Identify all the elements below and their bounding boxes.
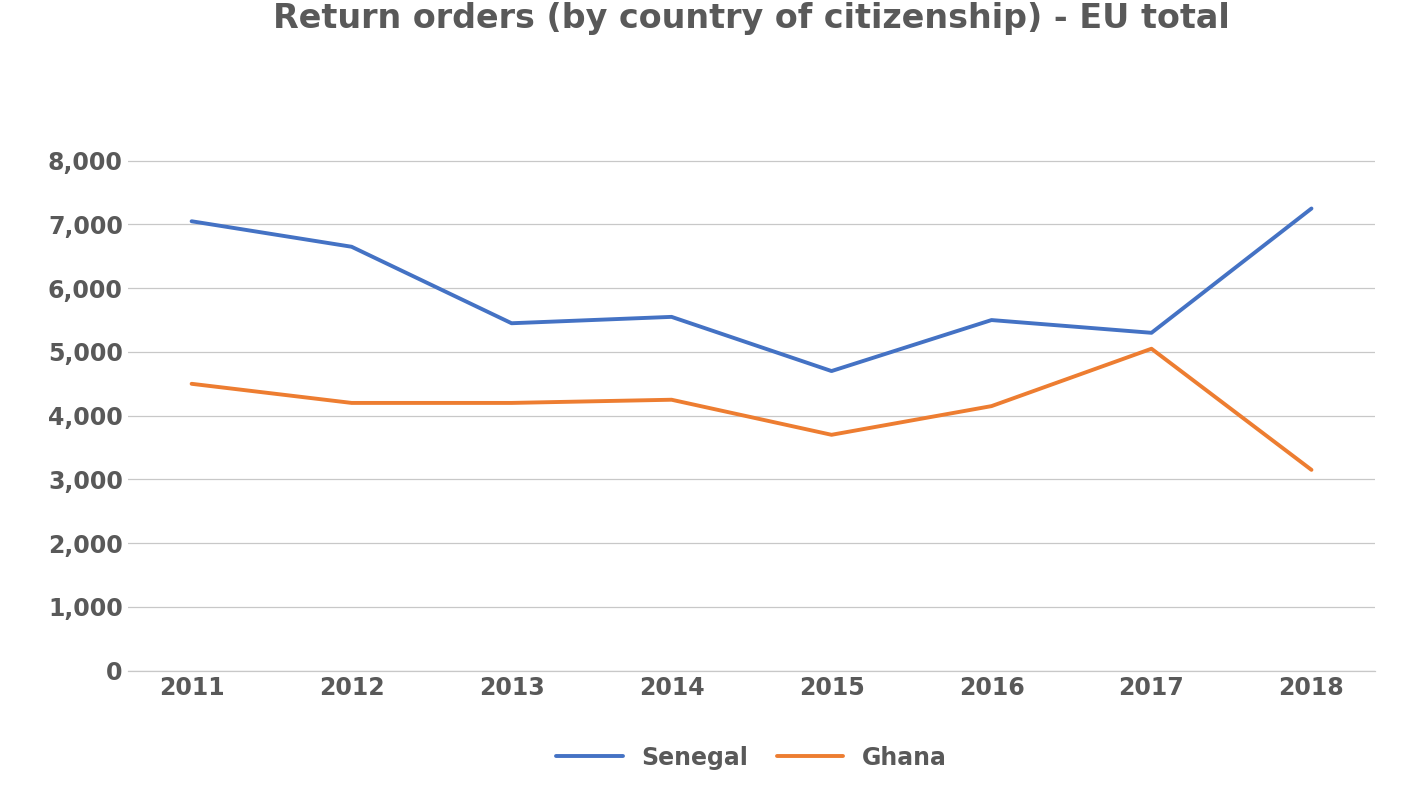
Senegal <box>343 242 360 251</box>
Ghana <box>343 398 360 408</box>
Line: Ghana: Ghana <box>191 349 1312 469</box>
Senegal <box>503 318 520 328</box>
Ghana <box>1303 465 1320 474</box>
Legend: Senegal, Ghana: Senegal, Ghana <box>556 746 947 769</box>
Ghana <box>983 402 1000 411</box>
Senegal <box>1303 204 1320 213</box>
Senegal <box>983 315 1000 325</box>
Ghana <box>183 379 200 389</box>
Ghana <box>664 395 681 405</box>
Senegal <box>183 217 200 226</box>
Title: Return orders (by country of citizenship) - EU total: Return orders (by country of citizenship… <box>274 2 1229 35</box>
Ghana <box>1143 344 1160 354</box>
Senegal <box>664 312 681 322</box>
Line: Senegal: Senegal <box>191 208 1312 371</box>
Senegal <box>822 366 839 376</box>
Ghana <box>822 430 839 440</box>
Senegal <box>1143 328 1160 338</box>
Ghana <box>503 398 520 408</box>
